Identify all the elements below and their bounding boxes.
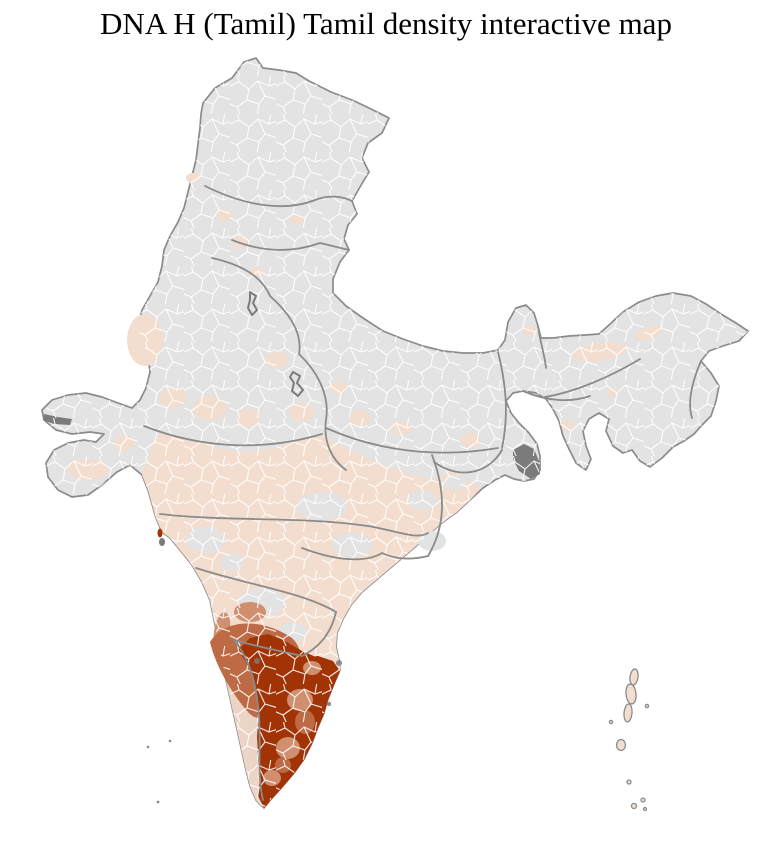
andaman-nicobar-islands[interactable] [609,669,648,811]
lakshadweep-islands[interactable] [146,739,172,804]
mumbai-suburb-gray[interactable] [159,538,165,546]
union-territory-borders [248,292,303,396]
region-deccan-low-density[interactable] [142,432,481,808]
india-landmass[interactable] [42,58,748,808]
chandigarh-border-squiggle [248,292,257,315]
delhi-border-squiggle [290,372,303,396]
mumbai-city-district[interactable] [157,528,163,538]
state-borders [144,186,701,800]
